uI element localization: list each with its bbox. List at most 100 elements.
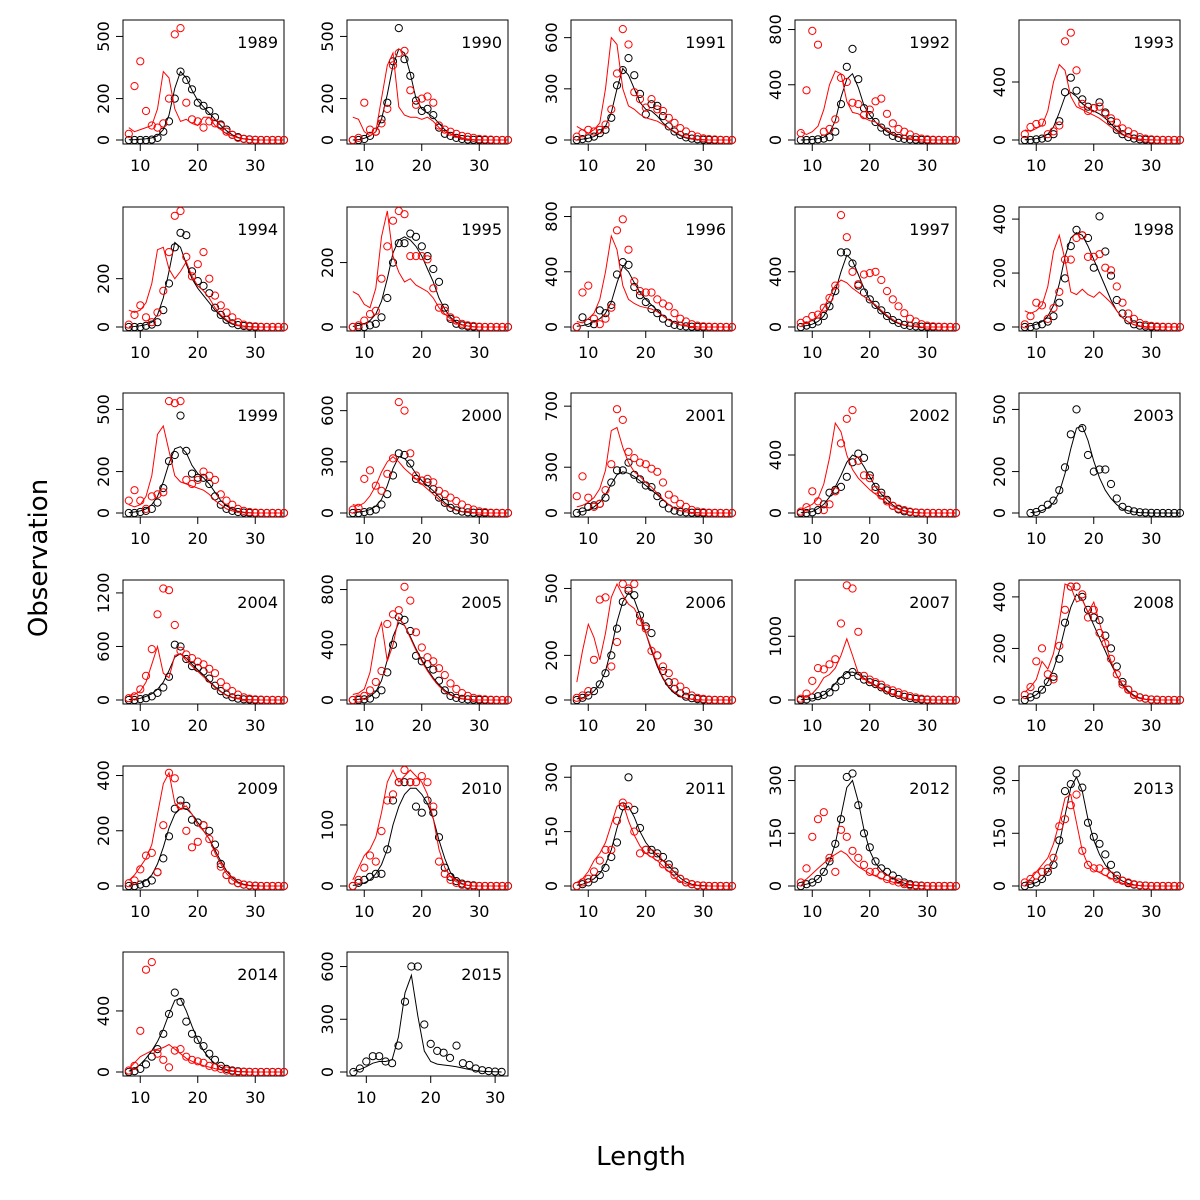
data-point <box>136 685 145 694</box>
data-point <box>1049 496 1058 505</box>
y-tick-label: 700 <box>542 391 561 422</box>
data-point <box>371 869 380 878</box>
y-tick-label: 0 <box>94 508 113 518</box>
data-point <box>1112 282 1121 291</box>
data-point <box>365 507 375 516</box>
data-point <box>1055 486 1064 495</box>
x-tick-label: 30 <box>245 716 265 735</box>
data-point <box>153 133 162 142</box>
data-point <box>360 316 369 325</box>
data-point <box>130 310 139 319</box>
data-point <box>653 852 662 862</box>
data-point <box>187 115 197 124</box>
data-point <box>406 459 415 468</box>
data-point <box>618 415 627 424</box>
data-point <box>1164 135 1173 145</box>
data-point <box>923 135 932 144</box>
data-point <box>946 322 955 332</box>
data-point <box>630 579 639 589</box>
data-point <box>831 839 840 848</box>
data-point <box>439 1048 448 1057</box>
data-point <box>216 490 225 499</box>
data-point <box>124 694 133 703</box>
data-point <box>159 854 168 863</box>
data-point <box>187 85 197 94</box>
data-point <box>170 640 179 649</box>
y-tick-label: 0 <box>542 881 561 891</box>
data-point <box>1089 467 1098 476</box>
data-point <box>1078 424 1087 433</box>
data-point <box>1175 695 1185 705</box>
data-point <box>216 310 225 319</box>
data-point <box>1106 871 1116 880</box>
panel-1990: 10 20 30 0 200 500 1990 <box>318 19 513 175</box>
x-tick-label: 10 <box>578 716 598 735</box>
data-point <box>928 508 938 518</box>
data-point <box>411 252 421 261</box>
data-point <box>503 881 513 891</box>
x-tick-label: 10 <box>578 529 598 548</box>
series-line <box>576 426 732 514</box>
data-point <box>1158 135 1167 144</box>
data-point <box>624 802 633 811</box>
data-point <box>124 881 133 891</box>
y-tick-label: 500 <box>94 394 113 425</box>
data-point <box>704 881 714 891</box>
data-point <box>630 282 639 292</box>
data-point <box>882 109 892 118</box>
data-point <box>595 499 604 508</box>
data-point <box>159 286 168 295</box>
series-line <box>128 424 284 514</box>
data-point <box>141 1060 151 1069</box>
data-point <box>607 460 616 469</box>
data-point <box>182 654 191 664</box>
data-point <box>251 322 260 331</box>
data-point <box>865 295 874 304</box>
x-tick-label: 20 <box>188 529 208 548</box>
data-point <box>383 242 392 251</box>
data-point <box>842 832 851 841</box>
y-tick-label: 0 <box>766 695 785 705</box>
data-point <box>475 322 484 331</box>
data-point <box>348 505 357 514</box>
data-point <box>612 81 622 90</box>
data-point <box>704 135 714 144</box>
panel-year-label: 2013 <box>1133 779 1174 798</box>
data-point <box>894 878 903 887</box>
data-point <box>1066 780 1075 789</box>
data-point <box>130 82 139 91</box>
data-point <box>572 693 581 702</box>
data-point <box>164 457 174 466</box>
x-tick-label: 20 <box>860 156 880 175</box>
data-point <box>434 857 444 866</box>
data-point <box>360 322 369 332</box>
data-point <box>854 853 863 863</box>
data-point <box>199 281 208 290</box>
x-tick-label: 20 <box>636 156 656 175</box>
data-point <box>635 95 645 104</box>
data-point <box>429 98 438 107</box>
data-point <box>377 486 386 495</box>
data-point <box>245 135 254 144</box>
panel-year-label: 2015 <box>461 965 502 984</box>
data-point <box>727 508 737 518</box>
series-1 <box>1020 582 1185 705</box>
data-point <box>216 500 225 509</box>
series-1 <box>348 765 513 891</box>
x-tick-label: 10 <box>802 156 822 175</box>
series-1 <box>124 206 289 332</box>
data-point <box>222 682 231 691</box>
panel-year-label: 2011 <box>685 779 726 798</box>
data-point <box>802 316 811 325</box>
x-tick-label: 30 <box>693 343 713 362</box>
data-point <box>486 881 495 891</box>
panel-year-label: 2002 <box>909 406 950 425</box>
data-point <box>1118 298 1127 307</box>
data-point <box>630 454 639 463</box>
data-point <box>871 485 880 494</box>
data-point <box>1032 119 1041 129</box>
data-point <box>463 132 472 141</box>
data-point <box>699 134 708 143</box>
data-point <box>228 319 237 328</box>
data-point <box>193 260 202 269</box>
